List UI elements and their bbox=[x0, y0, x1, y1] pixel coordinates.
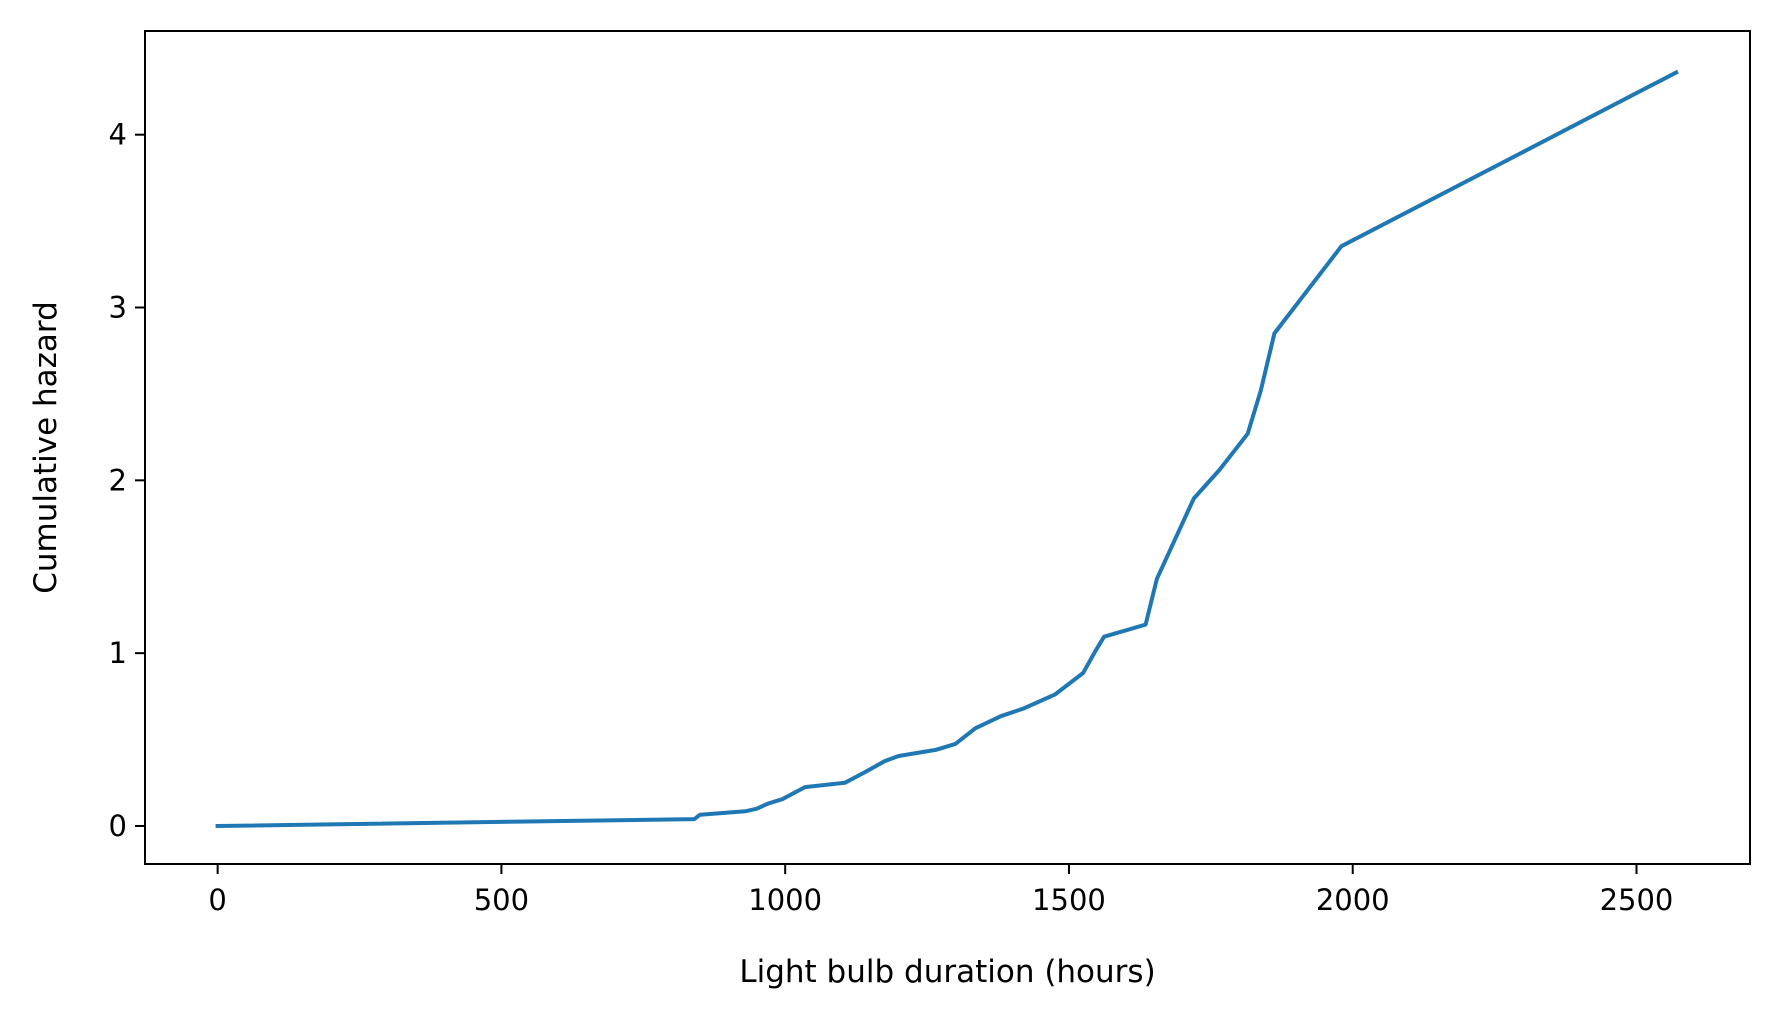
x-tick-label: 500 bbox=[474, 883, 529, 917]
y-tick-label: 3 bbox=[109, 291, 127, 325]
x-tick-label: 0 bbox=[208, 883, 226, 917]
x-tick-label: 1500 bbox=[1032, 883, 1106, 917]
x-axis: 0 500 1000 1500 2000 2500 bbox=[208, 864, 1673, 917]
y-axis: 0 1 2 3 4 bbox=[109, 118, 145, 843]
x-tick-label: 2000 bbox=[1316, 883, 1390, 917]
y-tick-label: 4 bbox=[109, 118, 127, 152]
x-axis-label: Light bulb duration (hours) bbox=[739, 954, 1155, 990]
series-line bbox=[215, 69, 1679, 829]
axes-frame bbox=[144, 30, 1751, 865]
y-tick-label: 1 bbox=[109, 636, 127, 670]
y-axis-label: Cumulative hazard bbox=[28, 301, 64, 594]
plot-area bbox=[215, 69, 1679, 829]
y-tick-label: 2 bbox=[109, 463, 127, 497]
y-tick-label: 0 bbox=[109, 809, 127, 843]
x-tick-label: 1000 bbox=[748, 883, 822, 917]
x-tick-label: 2500 bbox=[1600, 883, 1674, 917]
